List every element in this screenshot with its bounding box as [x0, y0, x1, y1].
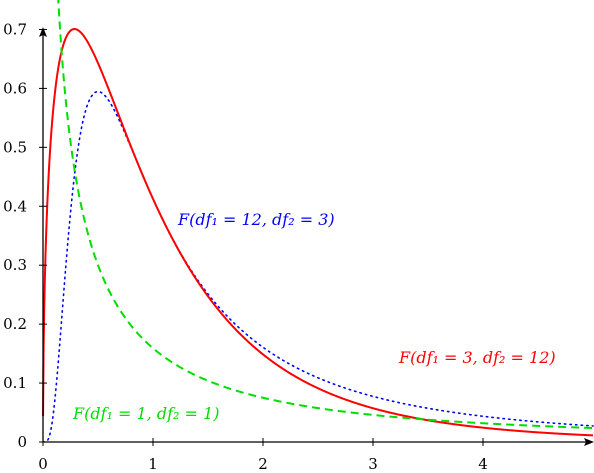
y-ticks: 0 0.1 0.2 0.3 0.4 0.5 0.6 0.7 [3, 20, 47, 451]
x-tick-label: 1 [148, 455, 158, 473]
series-line-3-12 [42, 28, 594, 437]
y-tick-label: 0.7 [3, 20, 27, 38]
y-tick-label: 0.5 [3, 138, 27, 156]
x-tick-label: 2 [258, 455, 268, 473]
series-label-f-12-3: F(df₁ = 12, df₂ = 3) [177, 210, 335, 229]
y-tick-label: 0.4 [3, 197, 27, 215]
x-tick-label: 4 [478, 455, 488, 473]
y-axis-arrow-icon [39, 27, 47, 37]
y-axis [39, 27, 47, 442]
x-ticks: 0 1 2 3 4 [38, 438, 488, 473]
y-tick-label: 0.3 [3, 256, 27, 274]
y-tick-label: 0.2 [3, 315, 27, 333]
x-axis-arrow-icon [584, 438, 594, 446]
x-tick-label: 0 [38, 455, 48, 473]
series-line-1-1 [57, 0, 594, 430]
y-tick-label: 0 [17, 433, 27, 451]
y-tick-label: 0.1 [3, 374, 27, 392]
series-line-12-3 [42, 90, 594, 442]
x-tick-label: 3 [368, 455, 378, 473]
series-label-f-3-12: F(df₁ = 3, df₂ = 12) [398, 348, 556, 367]
y-tick-label: 0.6 [3, 79, 27, 97]
x-axis [43, 438, 594, 446]
series-label-f-1-1: F(df₁ = 1, df₂ = 1) [72, 404, 219, 423]
curves-layer [42, 0, 594, 442]
